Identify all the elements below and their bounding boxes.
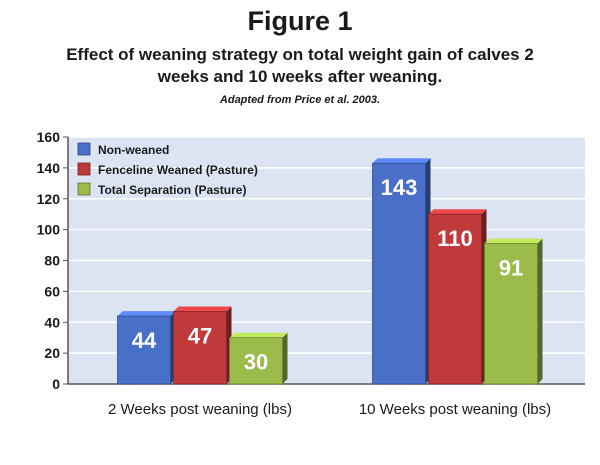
bar-top — [428, 209, 487, 215]
legend-label: Non-weaned — [98, 143, 169, 157]
bar-side — [282, 332, 288, 384]
bar — [117, 315, 171, 385]
bar — [229, 337, 283, 385]
figure-source: Adapted from Price et al. 2003. — [219, 94, 381, 106]
data-label: 110 — [437, 226, 473, 251]
bar — [372, 162, 426, 385]
y-tick-label: 100 — [37, 222, 61, 238]
bar-top — [117, 311, 176, 317]
legend-label: Total Separation (Pasture) — [98, 183, 246, 197]
bar-top — [173, 306, 232, 312]
data-label: 91 — [499, 256, 523, 281]
y-tick-label: 40 — [44, 314, 60, 330]
bar-side — [537, 238, 543, 384]
bar-top — [484, 238, 543, 244]
bar — [173, 311, 227, 385]
data-label: 44 — [132, 328, 157, 353]
y-tick-label: 20 — [44, 345, 60, 361]
category-label: 2 Weeks post weaning (lbs) — [108, 401, 292, 418]
figure-title: Figure 1 — [247, 6, 353, 36]
y-tick-label: 60 — [44, 283, 60, 299]
y-tick-label: 80 — [44, 253, 60, 269]
y-tick-label: 160 — [37, 129, 61, 145]
data-label: 47 — [188, 323, 212, 348]
data-label: 143 — [381, 175, 418, 200]
bar — [484, 243, 538, 385]
bar — [428, 213, 482, 385]
figure-subtitle: Effect of weaning strategy on total weig… — [66, 45, 534, 86]
legend-label: Fenceline Weaned (Pasture) — [98, 163, 258, 177]
y-tick-label: 0 — [52, 376, 60, 392]
y-tick-label: 140 — [37, 160, 61, 176]
legend-swatch — [77, 142, 91, 156]
legend-swatch — [77, 182, 91, 196]
bar-top — [229, 332, 288, 338]
y-tick-label: 120 — [37, 191, 61, 207]
bar-top — [372, 158, 431, 164]
category-label: 10 Weeks post weaning (lbs) — [359, 401, 551, 418]
data-label: 30 — [244, 350, 268, 375]
legend-swatch — [77, 162, 91, 176]
